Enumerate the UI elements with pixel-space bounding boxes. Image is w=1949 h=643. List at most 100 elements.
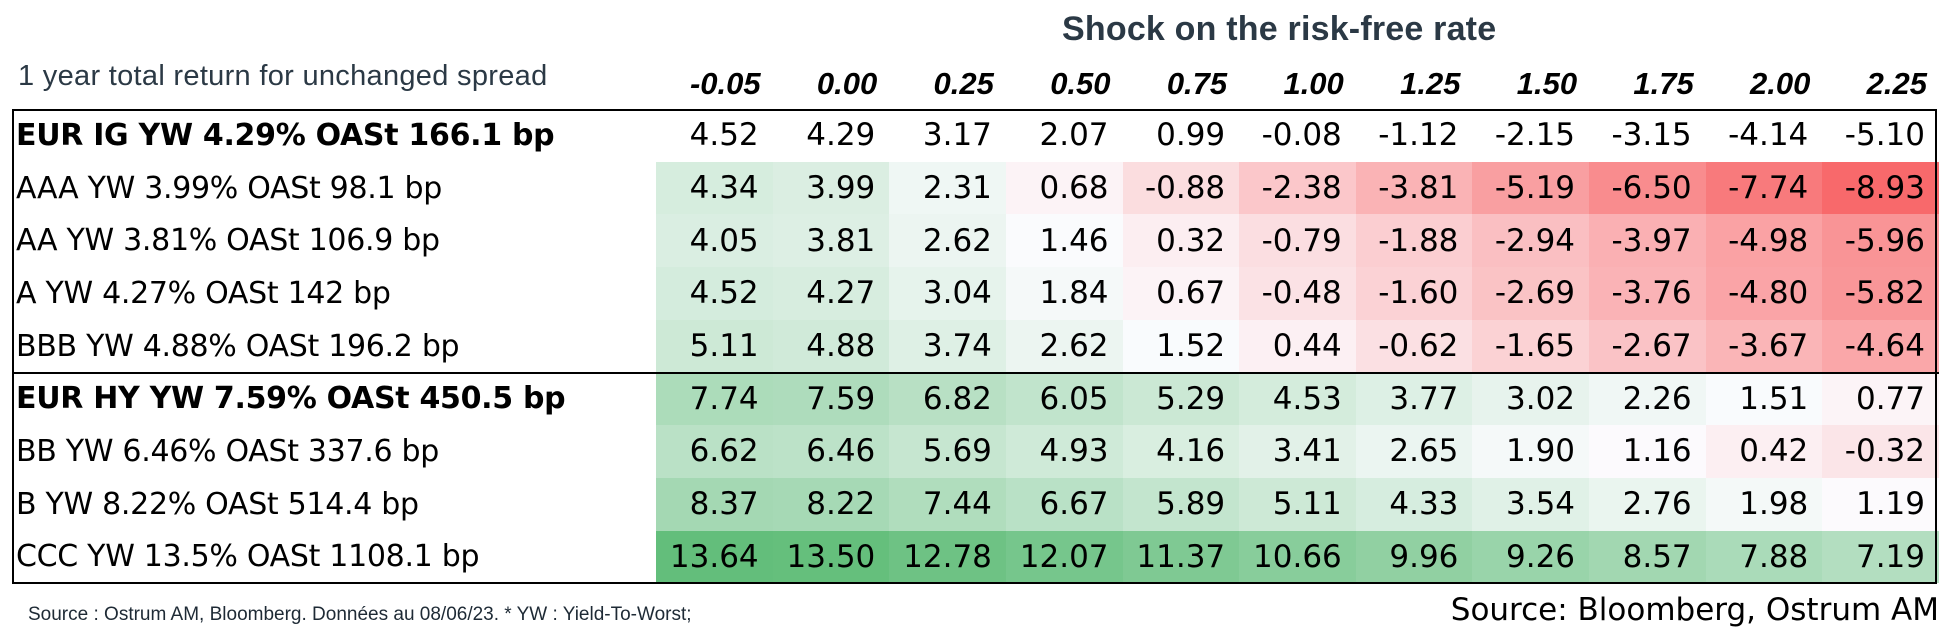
heatmap-cell: -2.94: [1472, 214, 1590, 268]
heatmap-cell: -6.50: [1589, 161, 1706, 215]
heatmap-cell: 1.98: [1705, 477, 1823, 531]
heatmap-cell: 8.57: [1589, 530, 1706, 584]
heatmap-cell: -4.80: [1705, 267, 1823, 320]
heatmap-cell: -0.48: [1239, 267, 1356, 320]
heatmap-cell: 6.67: [1005, 477, 1123, 531]
column-header: 0.50: [1050, 66, 1111, 101]
heatmap-cell: -3.67: [1705, 319, 1823, 373]
heatmap-cell: 7.19: [1822, 530, 1939, 584]
footnote: Source : Ostrum AM, Bloomberg. Données a…: [28, 604, 692, 625]
heatmap-cell: 6.46: [772, 425, 890, 478]
column-header: 1.25: [1400, 66, 1461, 101]
ig-hy-separator: [12, 372, 1939, 374]
chart-super-title: Shock on the risk-free rate: [1062, 10, 1497, 48]
heatmap-cell: -1.60: [1355, 267, 1473, 320]
column-header: 1.00: [1283, 66, 1344, 101]
table-row: B YW 8.22% OASt 514.4 bp 8.37 8.22 7.44 6.67…: [12, 477, 1939, 531]
heatmap-cell: 1.84: [1005, 267, 1123, 320]
heatmap-cell: 5.29: [1122, 372, 1240, 426]
heatmap-cell: -0.08: [1261, 117, 1342, 154]
heatmap-cell: -3.97: [1589, 214, 1706, 268]
row-label: A YW 4.27% OASt 142 bp: [16, 275, 391, 311]
heatmap-cell: 12.07: [1005, 530, 1123, 584]
heatmap-cell: -3.81: [1355, 161, 1473, 215]
heatmap-cell: 2.65: [1355, 425, 1473, 478]
column-header: 1.75: [1633, 66, 1694, 101]
heatmap-cell: 9.96: [1355, 530, 1473, 584]
heatmap-cell: 8.22: [772, 477, 890, 531]
heatmap-cell: 6.05: [1005, 372, 1123, 426]
row-label: AA YW 3.81% OASt 106.9 bp: [16, 223, 440, 259]
heatmap-cell: 2.62: [889, 214, 1006, 268]
heatmap-cell: 0.77: [1822, 372, 1939, 426]
heatmap-cell: 4.34: [656, 161, 773, 215]
heatmap-cell: 13.64: [656, 530, 773, 584]
row-label: B YW 8.22% OASt 514.4 bp: [16, 486, 419, 522]
heatmap-cell: 0.44: [1239, 319, 1356, 373]
heatmap-cell: 10.66: [1239, 530, 1356, 584]
heatmap-cell: 3.54: [1472, 477, 1590, 531]
heatmap-cell: 13.50: [772, 530, 890, 584]
heatmap-cell: 0.68: [1005, 161, 1123, 215]
heatmap-cell: 7.88: [1705, 530, 1823, 584]
heatmap-cell: 4.53: [1239, 372, 1356, 426]
heatmap-cell: 4.52: [689, 117, 759, 154]
heatmap-cell: -2.38: [1239, 161, 1356, 215]
heatmap-cell: -4.98: [1705, 214, 1823, 268]
heatmap-cell: 12.78: [889, 530, 1006, 584]
heatmap-cell: 3.04: [889, 267, 1006, 320]
heatmap-cell: 4.52: [656, 267, 773, 320]
heatmap-cell: -5.10: [1844, 117, 1925, 154]
heatmap-cell: 5.11: [1239, 477, 1356, 531]
heatmap-cell: 5.89: [1122, 477, 1240, 531]
heatmap-cell: 2.26: [1589, 372, 1706, 426]
heatmap-cell: 0.99: [1156, 117, 1226, 154]
table-row: EUR HY YW 7.59% OASt 450.5 bp 7.74 7.59 6.8…: [12, 372, 1939, 426]
row-label: BB YW 6.46% OASt 337.6 bp: [16, 433, 440, 469]
heatmap-cell: 4.88: [772, 319, 890, 373]
heatmap-cell: 3.81: [772, 214, 890, 268]
table-row: AAA YW 3.99% OASt 98.1 bp 4.34 3.99 2.31 0.6…: [12, 161, 1939, 215]
heatmap-cell: 1.51: [1705, 372, 1823, 426]
heatmap-cell: 1.19: [1822, 477, 1939, 531]
heatmap-cell: 11.37: [1122, 530, 1240, 584]
heatmap-cell: 0.42: [1705, 425, 1823, 478]
heatmap-cell: -5.19: [1472, 161, 1590, 215]
heatmap-cell: 5.11: [656, 319, 773, 373]
heatmap-cell: -8.93: [1822, 161, 1939, 215]
heatmap-cell: 3.02: [1472, 372, 1590, 426]
table-row: A YW 4.27% OASt 142 bp 4.52 4.27 3.04 1.84 0.…: [12, 267, 1939, 320]
heatmap-cell: -4.64: [1822, 319, 1939, 373]
row-label: BBB YW 4.88% OASt 196.2 bp: [16, 328, 460, 364]
column-header: 2.25: [1866, 66, 1927, 101]
source-note: Source: Bloomberg, Ostrum AM: [1450, 592, 1939, 628]
heatmap-cell: 4.16: [1122, 425, 1240, 478]
heatmap-cell: 2.07: [1039, 117, 1109, 154]
table-left-title: 1 year total return for unchanged spread: [18, 60, 548, 92]
heatmap-cell: 2.76: [1589, 477, 1706, 531]
heatmap-cell: -0.62: [1355, 319, 1473, 373]
heatmap-cell: -2.15: [1494, 117, 1576, 154]
row-label: CCC YW 13.5% OASt 1108.1 bp: [16, 539, 480, 575]
table-row: CCC YW 13.5% OASt 1108.1 bp 13.64 13.50 12.…: [12, 530, 1939, 584]
column-header: 0.75: [1166, 66, 1228, 101]
heatmap-cell: -5.96: [1822, 214, 1939, 268]
heatmap-cell: 9.26: [1472, 530, 1590, 584]
heatmap-table: EUR IG YW 4.29% OASt 166.1 bp 4.52 4.29 3.1…: [12, 109, 1939, 584]
heatmap-cell: 6.62: [656, 425, 773, 478]
heatmap-cell: -7.74: [1705, 161, 1823, 215]
heatmap-cell: 4.93: [1005, 425, 1123, 478]
heatmap-cell: 6.82: [889, 372, 1006, 426]
heatmap-cell: 3.77: [1355, 372, 1473, 426]
heatmap-cell: -5.82: [1822, 267, 1939, 320]
heatmap-cell: -3.76: [1589, 267, 1706, 320]
row-label: AAA YW 3.99% OASt 98.1 bp: [16, 170, 443, 206]
heatmap-cell: 7.74: [656, 372, 773, 426]
heatmap-cell: -3.15: [1611, 117, 1692, 154]
heatmap-cell: -2.67: [1589, 319, 1706, 373]
heatmap-cell: 4.29: [806, 117, 876, 154]
heatmap-cell: 3.74: [889, 319, 1006, 373]
table-row: EUR IG YW 4.29% OASt 166.1 bp 4.52 4.29 3.1…: [12, 109, 1939, 162]
row-label: EUR IG YW 4.29% OASt 166.1 bp: [16, 117, 555, 153]
heatmap-cell: 3.41: [1239, 425, 1356, 478]
